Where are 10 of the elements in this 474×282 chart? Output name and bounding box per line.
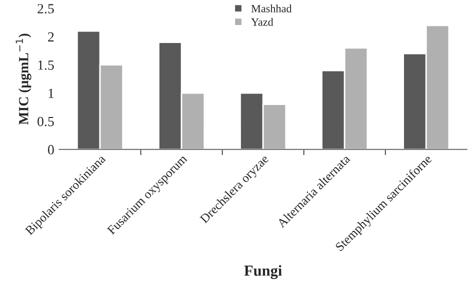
y-tick-label: 2.5: [38, 4, 54, 14]
y-axis-title: MIC (μgmL$^{−1}$): [16, 34, 32, 125]
legend-label: Yazd: [251, 18, 274, 26]
x-axis-title: Fungi: [244, 265, 282, 280]
y-tick-label: 1.5: [38, 60, 54, 70]
y-tick-label: 0: [48, 145, 54, 154]
y-tick-label: 2: [48, 32, 54, 42]
y-tick-label: 1: [48, 88, 54, 98]
y-tick-label: 0.5: [38, 116, 54, 126]
legend-label: Mashhad: [251, 4, 292, 12]
